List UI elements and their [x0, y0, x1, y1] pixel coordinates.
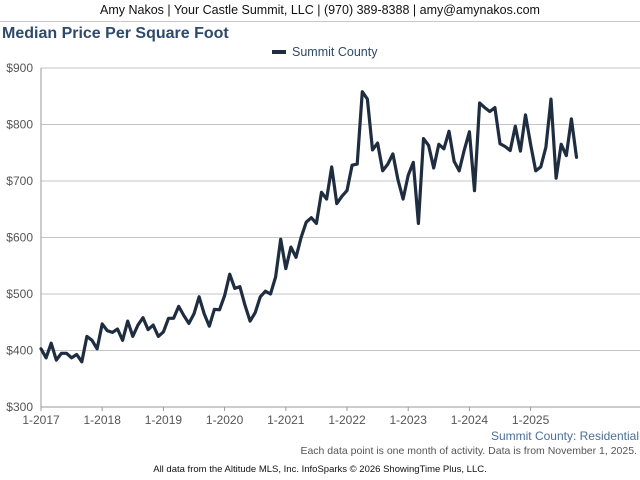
x-tick-label: 1-2020 — [206, 413, 244, 427]
y-tick-label: $700 — [6, 174, 33, 188]
chart-subtitle: Summit County: Residential — [490, 429, 639, 443]
y-tick-label: $300 — [6, 400, 33, 414]
y-tick-label: $900 — [6, 61, 33, 75]
x-tick-label: 1-2024 — [451, 413, 489, 427]
header-contact-bar: Amy Nakos | Your Castle Summit, LLC | (9… — [0, 0, 640, 22]
x-tick-label: 1-2018 — [84, 413, 122, 427]
y-tick-label: $600 — [6, 231, 33, 245]
x-tick-label: 1-2019 — [145, 413, 183, 427]
legend: Summit County — [272, 45, 377, 59]
x-tick-label: 1-2021 — [267, 413, 305, 427]
x-tick-label: 1-2023 — [390, 413, 428, 427]
legend-label: Summit County — [292, 45, 378, 59]
legend-swatch — [272, 50, 286, 54]
footer-credit: All data from the Altitude MLS, Inc. Inf… — [153, 464, 487, 475]
x-tick-label: 1-2017 — [22, 413, 60, 427]
contact-text: Amy Nakos | Your Castle Summit, LLC | (9… — [100, 3, 540, 17]
chart-title: Median Price Per Square Foot — [2, 25, 229, 42]
data-note: Each data point is one month of activity… — [300, 445, 637, 457]
y-tick-label: $500 — [6, 287, 33, 301]
y-tick-label: $400 — [6, 344, 33, 358]
x-tick-label: 1-2025 — [512, 413, 550, 427]
x-tick-label: 1-2022 — [328, 413, 366, 427]
series-line — [39, 90, 579, 364]
y-tick-label: $800 — [6, 118, 33, 132]
